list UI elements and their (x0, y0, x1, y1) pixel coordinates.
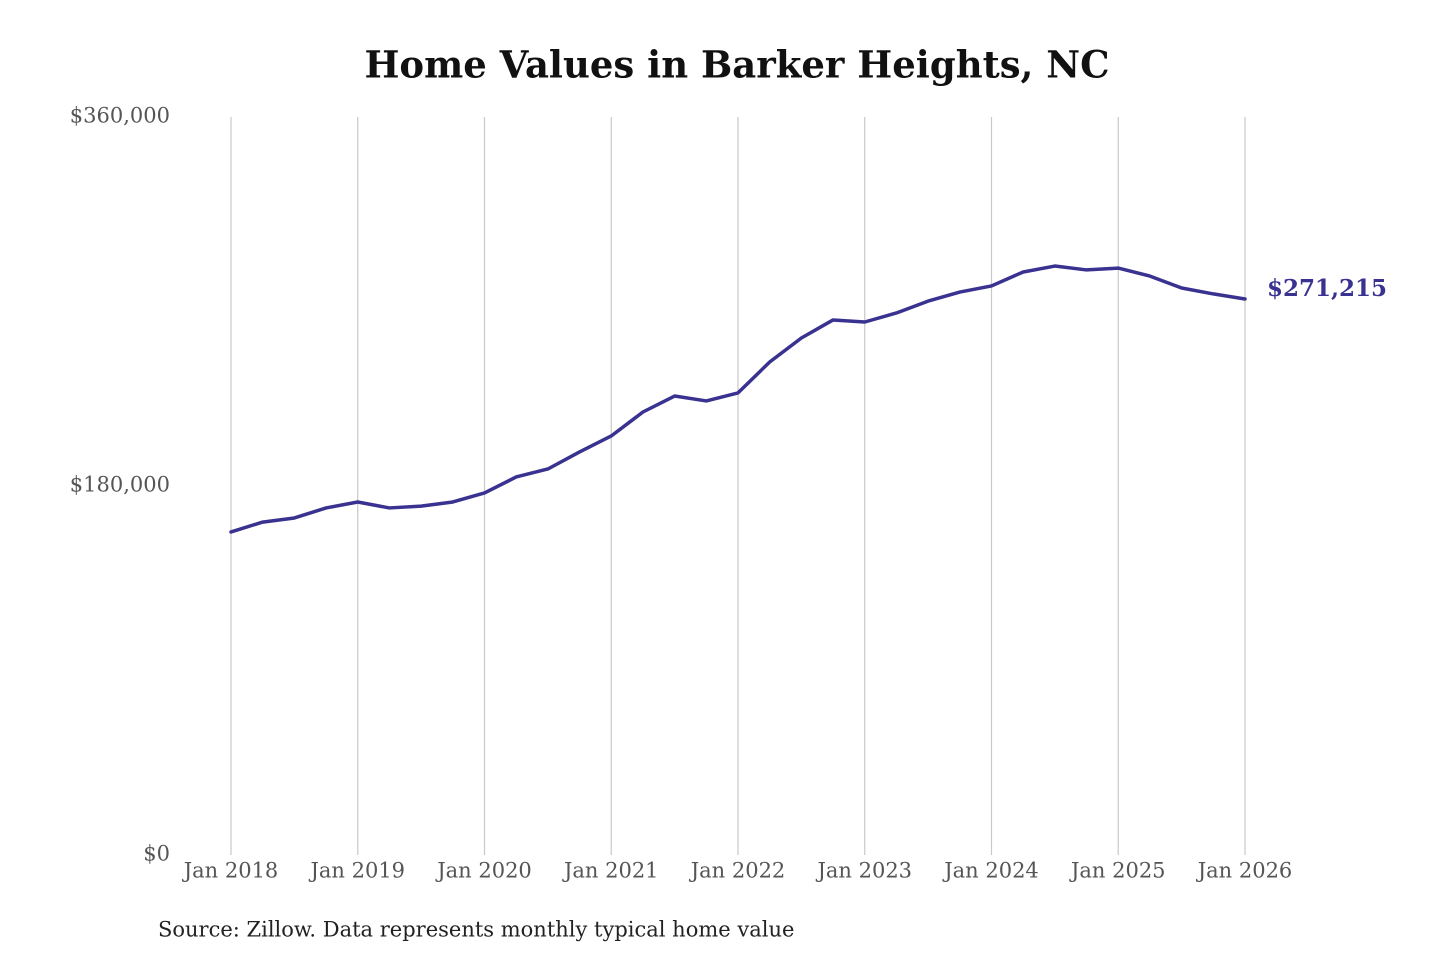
x-tick-label: Jan 2026 (1196, 859, 1293, 883)
x-tick-label: Jan 2019 (308, 859, 405, 883)
y-tick-label: $180,000 (70, 473, 170, 497)
y-tick-label: $0 (143, 842, 170, 866)
y-tick-label: $360,000 (70, 104, 170, 128)
x-tick-label: Jan 2018 (182, 859, 279, 883)
x-tick-label: Jan 2021 (562, 859, 659, 883)
x-tick-label: Jan 2022 (689, 859, 786, 883)
value-label: $271,215 (1267, 275, 1387, 302)
x-tick-label: Jan 2023 (815, 859, 912, 883)
line (229, 264, 1247, 534)
x-tick-label: Jan 2024 (942, 859, 1039, 883)
x-tick-label: Jan 2020 (435, 859, 532, 883)
source-note: Source: Zillow. Data represents monthly … (158, 918, 794, 942)
x-tick-label: Jan 2025 (1069, 859, 1166, 883)
chart-title: Home Values in Barker Heights, NC (364, 43, 1109, 87)
